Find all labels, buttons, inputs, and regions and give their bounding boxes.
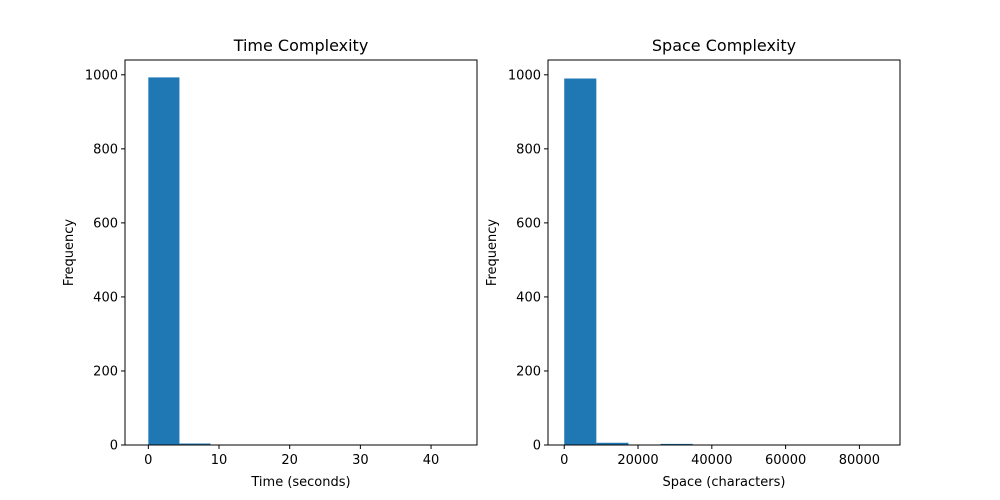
space-y-tick-label-5: 1000 (508, 68, 541, 83)
space-x-tick-label-2: 40000 (691, 453, 732, 468)
space-y-axis-label: Frequency (485, 219, 500, 286)
time-x-tick-label-2: 20 (281, 453, 298, 468)
time-plot-frame (124, 59, 478, 446)
time-histogram-bar-1 (179, 443, 211, 445)
time-y-tick-label-3: 600 (93, 216, 118, 231)
time-y-axis-label: Frequency (62, 219, 77, 286)
space-plot-frame (547, 59, 901, 446)
time-y-tick-label-0: 0 (110, 439, 118, 454)
time-x-tick-label-3: 30 (352, 453, 369, 468)
time-histogram-bar-0 (148, 77, 180, 446)
space-y-tick-label-2: 400 (516, 290, 541, 305)
space-y-tick-label-0: 0 (533, 439, 541, 454)
time-y-tick-label-2: 400 (93, 290, 118, 305)
time-y-tick-label-4: 800 (93, 142, 118, 157)
time-x-axis-ticks: 0 10 20 30 40 (144, 445, 439, 468)
space-chart-title: Space Complexity (652, 36, 796, 55)
space-x-tick-label-4: 80000 (839, 453, 880, 468)
space-histogram-bars (564, 78, 886, 446)
time-x-tick-label-0: 0 (144, 453, 152, 468)
space-x-axis-ticks: 0 20000 40000 60000 80000 (560, 445, 880, 468)
time-chart-title: Time Complexity (233, 36, 369, 55)
time-x-axis-label: Time (seconds) (250, 475, 350, 490)
time-x-tick-label-4: 40 (423, 453, 440, 468)
space-y-tick-label-3: 600 (516, 216, 541, 231)
time-x-tick-label-1: 10 (211, 453, 228, 468)
space-y-tick-label-4: 800 (516, 142, 541, 157)
space-y-axis-ticks: 0 200 400 600 800 1000 (508, 68, 548, 454)
space-x-tick-label-1: 20000 (617, 453, 658, 468)
space-x-tick-label-3: 60000 (765, 453, 806, 468)
space-histogram-bar-3 (660, 443, 693, 445)
space-histogram-bar-0 (564, 78, 597, 445)
time-histogram-bars (148, 77, 460, 446)
time-y-axis-ticks: 0 200 400 600 800 1000 (85, 68, 125, 454)
space-histogram-bar-1 (596, 442, 629, 445)
space-y-tick-label-1: 200 (516, 364, 541, 379)
time-complexity-panel: 0 200 400 600 800 1000 0 10 20 30 40 Time Complex… (62, 36, 478, 490)
time-y-tick-label-1: 200 (93, 364, 118, 379)
space-x-tick-label-0: 0 (560, 453, 568, 468)
space-x-axis-label: Space (characters) (663, 475, 786, 490)
time-y-tick-label-5: 1000 (85, 68, 118, 83)
